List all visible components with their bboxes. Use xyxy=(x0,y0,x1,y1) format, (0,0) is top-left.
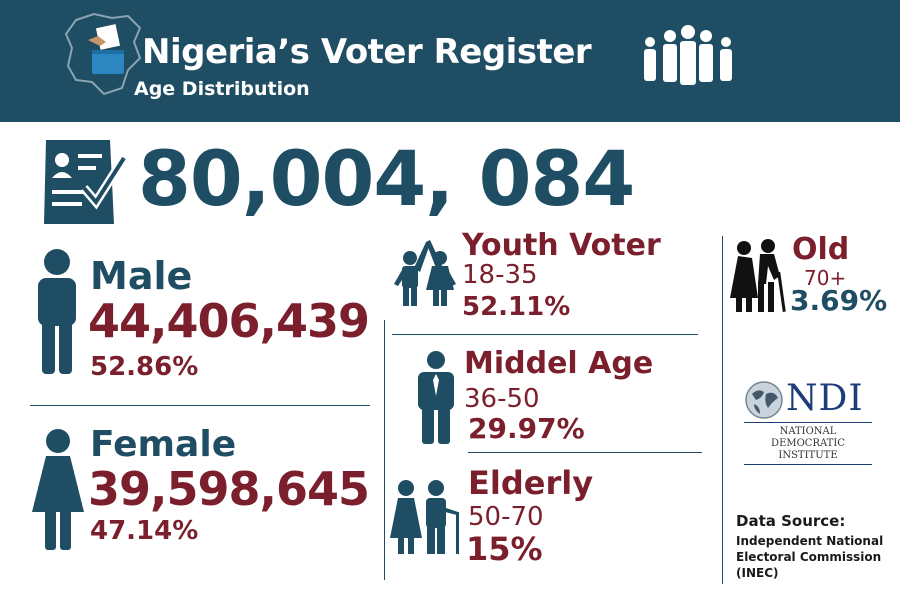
elderly-percent: 15% xyxy=(466,530,543,568)
female-percent: 47.14% xyxy=(90,516,199,546)
right-divider xyxy=(722,236,723,584)
female-label: Female xyxy=(90,424,237,465)
header-banner xyxy=(0,0,900,122)
youth-divider xyxy=(392,334,698,335)
ndi-logo: NDI NATIONAL DEMOCRATIC INSTITUTE xyxy=(742,378,874,468)
globe-icon xyxy=(744,380,784,420)
source-title: Data Source: xyxy=(736,512,846,530)
middle-age-percent: 29.97% xyxy=(468,412,585,445)
center-divider xyxy=(384,320,385,580)
old-percent: 3.69% xyxy=(790,284,888,317)
ballot-box-icon xyxy=(84,22,132,78)
youth-range: 18-35 xyxy=(462,260,538,290)
total-voters: 80,004, 084 xyxy=(138,134,635,223)
male-count: 44,406,439 xyxy=(88,294,370,348)
old-couple-icon xyxy=(728,236,794,312)
female-icon xyxy=(30,428,86,550)
crowd-icon xyxy=(640,24,736,88)
female-count: 39,598,645 xyxy=(88,462,370,516)
middle-divider xyxy=(468,452,702,453)
page-title: Nigeria’s Voter Register xyxy=(142,32,592,72)
nigeria-map-icon xyxy=(62,8,146,98)
elderly-couple-icon xyxy=(386,478,466,554)
ndi-name: NDI xyxy=(786,378,864,419)
source-line3: (INEC) xyxy=(736,566,779,580)
male-icon xyxy=(32,248,82,374)
ndi-rule xyxy=(744,422,872,423)
middle-age-range: 36-50 xyxy=(464,384,540,414)
ndi-line1: NATIONAL xyxy=(779,426,837,437)
male-label: Male xyxy=(90,254,193,298)
source-line2: Electoral Commission xyxy=(736,550,882,564)
old-label: Old xyxy=(792,232,850,267)
ndi-line3: INSTITUTE xyxy=(778,450,838,461)
gender-divider xyxy=(30,405,370,406)
voter-card-icon xyxy=(40,136,126,230)
middle-age-label: Middel Age xyxy=(464,346,654,381)
ndi-line2: DEMOCRATIC xyxy=(771,438,845,449)
youth-icon xyxy=(392,236,460,308)
youth-percent: 52.11% xyxy=(462,292,571,322)
middle-age-man-icon xyxy=(414,350,458,444)
ndi-rule-bottom xyxy=(744,464,872,465)
source-line1: Independent National xyxy=(736,534,884,548)
old-range: 70+ xyxy=(804,266,847,290)
elderly-range: 50-70 xyxy=(468,502,544,532)
male-percent: 52.86% xyxy=(90,352,199,382)
youth-label: Youth Voter xyxy=(462,228,661,263)
page-subtitle: Age Distribution xyxy=(134,78,310,100)
elderly-label: Elderly xyxy=(468,464,594,502)
